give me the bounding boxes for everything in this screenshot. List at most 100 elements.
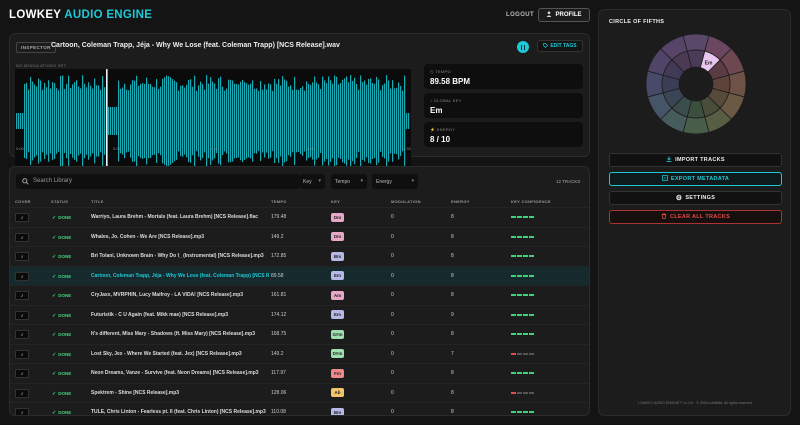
col-header-tempo[interactable]: TEMPO [271, 199, 287, 204]
wheel-major-segment[interactable] [682, 33, 710, 52]
waveform-bar [306, 81, 308, 161]
table-row[interactable]: ♪ ✓ DONE Neon Dreams, Vanze - Survive (feat… [10, 363, 589, 383]
key-confidence-meter [511, 255, 537, 258]
waveform-bar [252, 80, 254, 162]
cover-thumbnail: ♪ [15, 213, 29, 222]
col-header-title[interactable]: TITLE [91, 199, 104, 204]
playhead[interactable] [106, 69, 108, 173]
waveform-bar [402, 90, 404, 152]
status-badge: ✓ DONE [52, 235, 71, 241]
waveform[interactable] [15, 69, 411, 173]
waveform-bar [348, 82, 350, 160]
waveform-bar [30, 76, 32, 166]
key-stat: ♪ GLOBAL KEY Em [424, 93, 583, 118]
key-filter-dropdown[interactable]: Key ▾ [299, 174, 325, 189]
table-row[interactable]: ♪ ✓ DONE Lost Sky, Jex - Where We Started (… [10, 343, 589, 364]
track-title: Spektrem - Shine [NCS Release].mp3 [91, 389, 180, 396]
waveform-bar [82, 75, 84, 167]
col-header-key[interactable]: KEY [331, 199, 341, 204]
search-input[interactable]: Search Library [16, 174, 299, 189]
confidence-segment [523, 372, 528, 374]
clear-all-tracks-button[interactable]: CLEAR ALL TRACKS [609, 210, 782, 224]
waveform-bar [328, 76, 330, 166]
music-note-icon: ♪ [430, 98, 433, 103]
waveform-bar [400, 85, 402, 157]
key-badge: Dm [331, 232, 344, 241]
track-modulation: 0 [391, 233, 394, 240]
check-icon: ✓ [52, 273, 57, 280]
waveform-bar [80, 88, 82, 154]
waveform-bar [222, 86, 224, 156]
logout-link[interactable]: LOGOUT [506, 12, 535, 18]
wheel-major-segment[interactable] [682, 116, 710, 135]
waveform-bar [286, 80, 288, 162]
waveform-bar [26, 82, 28, 160]
chevron-down-icon: ▾ [411, 178, 414, 184]
key-confidence-meter [511, 294, 537, 297]
cover-thumbnail: ♪ [15, 291, 29, 300]
pause-button[interactable] [517, 41, 529, 53]
waveform-bar [70, 87, 72, 155]
table-row[interactable]: ♪ ✓ DONE Warriyo, Laura Brehm - Mortals (fe… [10, 207, 589, 227]
waveform-bar [264, 84, 266, 158]
track-modulation: 0 [391, 214, 394, 220]
table-row[interactable]: ♪ ✓ DONE Whales, Jo. Cohen - We Are [NCS Re… [10, 226, 589, 247]
wheel-major-segment[interactable] [645, 70, 664, 98]
waveform-bar [76, 80, 78, 162]
profile-button[interactable]: PROFILE [538, 8, 590, 22]
status-badge: ✓ DONE [52, 410, 71, 415]
table-row[interactable]: ♪ ✓ DONE Cartoon, Coleman Trapp, Jéja - Why… [10, 265, 589, 285]
confidence-segment [517, 372, 522, 374]
table-row[interactable]: ♪ ✓ DONE It's different, Miss Mary - Shadow… [10, 324, 589, 344]
waveform-bar [24, 83, 26, 159]
waveform-bar [168, 76, 170, 166]
waveform-bar [262, 89, 264, 153]
track-modulation: 0 [391, 272, 394, 279]
waveform-bar [244, 82, 246, 160]
waveform-bar [344, 78, 346, 164]
confidence-segment [529, 333, 534, 335]
track-energy: 7 [451, 350, 454, 357]
confidence-segment [511, 333, 516, 335]
confidence-segment [523, 274, 528, 277]
track-title: Bri Tolani, Unknown Brain - Why Do I_ (I… [91, 253, 264, 259]
col-header-energy[interactable]: ENERGY [451, 199, 470, 204]
pause-icon [520, 44, 526, 50]
energy-filter-dropdown[interactable]: Energy ▾ [372, 174, 418, 189]
search-icon [22, 177, 29, 185]
wheel-major-segment[interactable] [728, 70, 747, 98]
waveform-bar [68, 75, 70, 167]
waveform-bar [164, 77, 166, 165]
table-row[interactable]: ♪ ✓ DONE Futuristik - C U Again (feat. Mikk… [10, 304, 589, 325]
waveform-bar [346, 76, 348, 166]
track-modulation: 0 [391, 350, 394, 357]
waveform-bar [376, 76, 378, 166]
track-title: Futuristik - C U Again (feat. Mikk mae) … [91, 311, 229, 318]
settings-button[interactable]: ⚙ SETTINGS [609, 191, 782, 205]
confidence-segment [511, 255, 516, 257]
waveform-bar [178, 90, 180, 152]
waveform-bar [260, 81, 262, 161]
tempo-filter-dropdown[interactable]: Tempo ▾ [331, 174, 367, 189]
track-tempo: 117.97 [271, 370, 286, 376]
confidence-segment [517, 411, 522, 413]
table-row[interactable]: ♪ ✓ DONE TULE, Chris Linton - Fearless pt. … [10, 402, 589, 415]
waveform-bar [88, 82, 90, 160]
waveform-bar [266, 89, 268, 153]
import-tracks-button[interactable]: IMPORT TRACKS [609, 153, 782, 167]
export-metadata-button[interactable]: EXPORT METADATA [609, 172, 782, 186]
waveform-bar [390, 88, 392, 154]
status-badge: ✓ DONE [52, 215, 71, 221]
track-modulation: 0 [391, 409, 394, 415]
table-row[interactable]: ♪ ✓ DONE CryJaxx, MVRPHIN, Lucy Maifroy - L… [10, 285, 589, 305]
table-row[interactable]: ♪ ✓ DONE Spektrem - Shine [NCS Release].mp3… [10, 382, 589, 403]
confidence-segment [529, 274, 534, 277]
table-row[interactable]: ♪ ✓ DONE Bri Tolani, Unknown Brain - Why Do… [10, 246, 589, 266]
circle-of-fifths-wheel[interactable]: Em [644, 32, 748, 136]
status-badge: ✓ DONE [52, 352, 71, 358]
edit-tags-button[interactable]: EDIT TAGS [537, 40, 583, 52]
track-energy: 8 [451, 292, 454, 298]
track-tempo: 149.2 [271, 233, 284, 240]
key-badge: Am [331, 290, 344, 300]
waveform-bar [150, 83, 152, 159]
